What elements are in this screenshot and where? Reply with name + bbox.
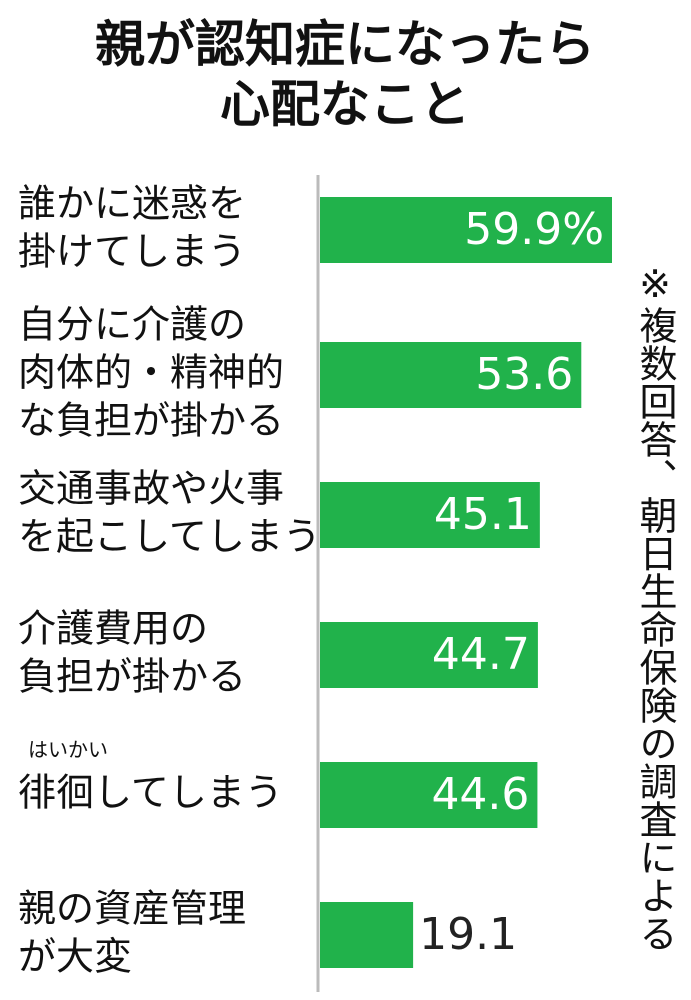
bar [320,482,540,548]
bar [320,622,538,688]
value-label: 44.6 [431,769,529,820]
category-label: 徘徊してしまう [18,771,283,815]
value-label: 44.7 [432,629,530,680]
category-label: 自分に介護の [18,303,246,347]
bar [320,342,582,408]
value-label: 45.1 [434,489,532,540]
category-label: な負担が掛かる [18,399,284,443]
chart-title: 心配なこと [220,76,470,134]
note: ※複数回答、朝日生命保険の調査による [633,262,677,952]
category-label: 誰かに迷惑を [18,182,246,226]
chart-title: 親が認知症になったら [95,16,595,74]
bar [320,762,538,828]
category-label: 介護費用の [18,607,208,651]
bar [320,197,612,263]
category-label: を起こしてしまう [18,515,321,559]
category-label: 掛けてしまう [18,230,246,274]
value-label: 53.6 [475,349,573,400]
ruby: はいかい [28,738,108,762]
value-label: 19.1 [419,909,517,960]
category-label: 負担が掛かる [18,655,246,699]
category-label: 親の資産管理 [18,887,246,931]
category-label: 交通事故や火事 [18,467,284,511]
value-label: 59.9% [464,204,604,255]
category-label: が大変 [18,935,132,979]
bar [320,902,414,968]
category-label: 肉体的・精神的 [18,351,284,395]
